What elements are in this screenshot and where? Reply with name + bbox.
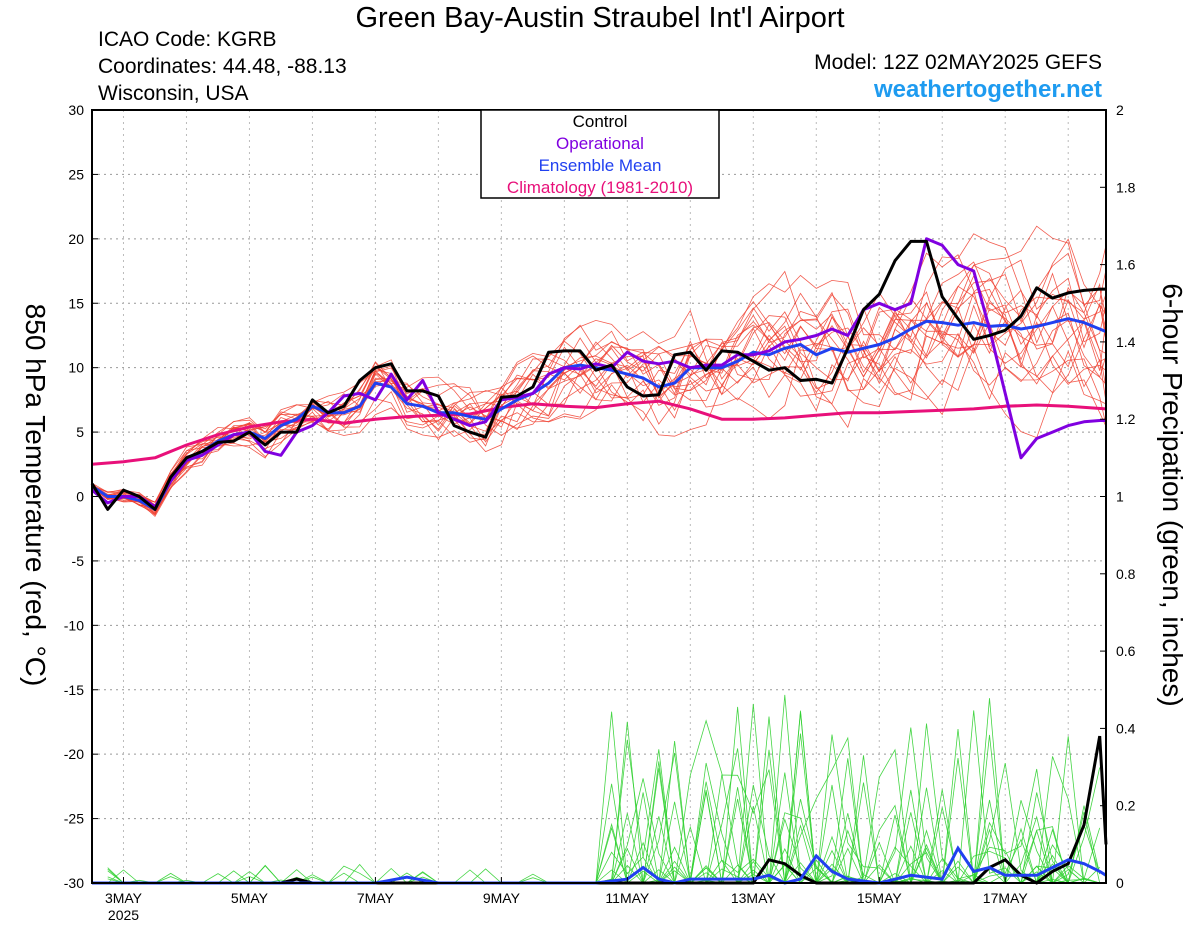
precip-member-line (107, 767, 1101, 884)
legend: Control Operational Ensemble Mean Climatolo… (480, 109, 720, 199)
tick-label-left: 30 (68, 102, 84, 118)
series-line-climatology- (91, 399, 1107, 466)
tick-label-left: 0 (76, 489, 84, 505)
member-line (91, 301, 1107, 503)
tick-label-right: 1.2 (1116, 411, 1136, 427)
x-tick-label: 3MAY (105, 890, 143, 906)
precip-member-line (107, 772, 1100, 884)
coordinates: Coordinates: 44.48, -88.13 (98, 55, 347, 78)
x-tick-label: 17MAY (983, 890, 1029, 906)
tick-label-left: -10 (64, 617, 84, 633)
tick-label-left: 20 (68, 231, 84, 247)
tick-label-left: -25 (64, 811, 84, 827)
tick-label-left: -20 (64, 746, 84, 762)
series-line-ensemble-mean (91, 317, 1107, 511)
x-tick-label: 9MAY (483, 890, 521, 906)
ensemble-members (91, 225, 1107, 518)
chart-title: Green Bay-Austin Straubel Int'l Airport (355, 2, 845, 34)
tick-label-right: 0 (1116, 875, 1124, 891)
precip-member-line (107, 711, 1100, 884)
member-line (91, 306, 1107, 508)
tick-label-right: 0.8 (1116, 566, 1136, 582)
tick-label-left: 10 (68, 360, 84, 376)
member-line (91, 278, 1107, 507)
tick-label-left: -30 (64, 875, 84, 891)
tick-label-right: 0.4 (1116, 720, 1136, 736)
legend-box (480, 109, 720, 199)
tick-label-left: 15 (68, 295, 84, 311)
series-line-control (90, 239, 1106, 511)
precip-line-control (92, 735, 1108, 885)
tick-label-right: 2 (1116, 102, 1124, 118)
member-line (91, 264, 1107, 516)
data-series (90, 237, 1108, 885)
member-line (91, 285, 1107, 506)
x-tick-label: 7MAY (357, 890, 395, 906)
legend-entry: Climatology (1981-2010) (507, 178, 693, 197)
tick-label-left: 5 (76, 424, 84, 440)
model-run: Model: 12Z 02MAY2025 GEFS (814, 51, 1102, 74)
gridlines (92, 110, 1106, 883)
legend-entry: Operational (556, 134, 644, 153)
series-line-operational (91, 237, 1106, 509)
member-line (91, 309, 1107, 506)
tick-label-right: 1.8 (1116, 179, 1136, 195)
tick-label-right: 0.6 (1116, 643, 1136, 659)
axes: 302520151050-5-10-15-20-25-3021.81.61.41… (64, 102, 1136, 923)
tick-label-right: 1 (1116, 489, 1124, 505)
member-line (91, 233, 1107, 516)
member-line (91, 238, 1107, 513)
x-tick-label: 15MAY (857, 890, 903, 906)
precip-members (107, 694, 1101, 885)
site-link[interactable]: weathertogether.net (873, 76, 1102, 103)
legend-entry: Control (573, 112, 628, 131)
icao-code: ICAO Code: KGRB (98, 28, 277, 51)
member-line (91, 245, 1107, 508)
x-year-label: 2025 (108, 907, 139, 923)
legend-entry: Ensemble Mean (539, 156, 662, 175)
tick-label-right: 1.4 (1116, 334, 1136, 350)
tick-label-left: 25 (68, 166, 84, 182)
x-tick-label: 13MAY (731, 890, 777, 906)
location: Wisconsin, USA (98, 82, 249, 105)
tick-label-right: 1.6 (1116, 257, 1136, 273)
precip-line-ensemble-mean (92, 845, 1107, 885)
x-tick-label: 11MAY (605, 890, 649, 906)
tick-label-left: -5 (72, 553, 85, 569)
member-line (91, 261, 1107, 510)
member-line (91, 302, 1107, 503)
tick-label-left: -15 (64, 682, 84, 698)
tick-label-right: 0.2 (1116, 798, 1136, 814)
x-tick-label: 5MAY (231, 890, 269, 906)
